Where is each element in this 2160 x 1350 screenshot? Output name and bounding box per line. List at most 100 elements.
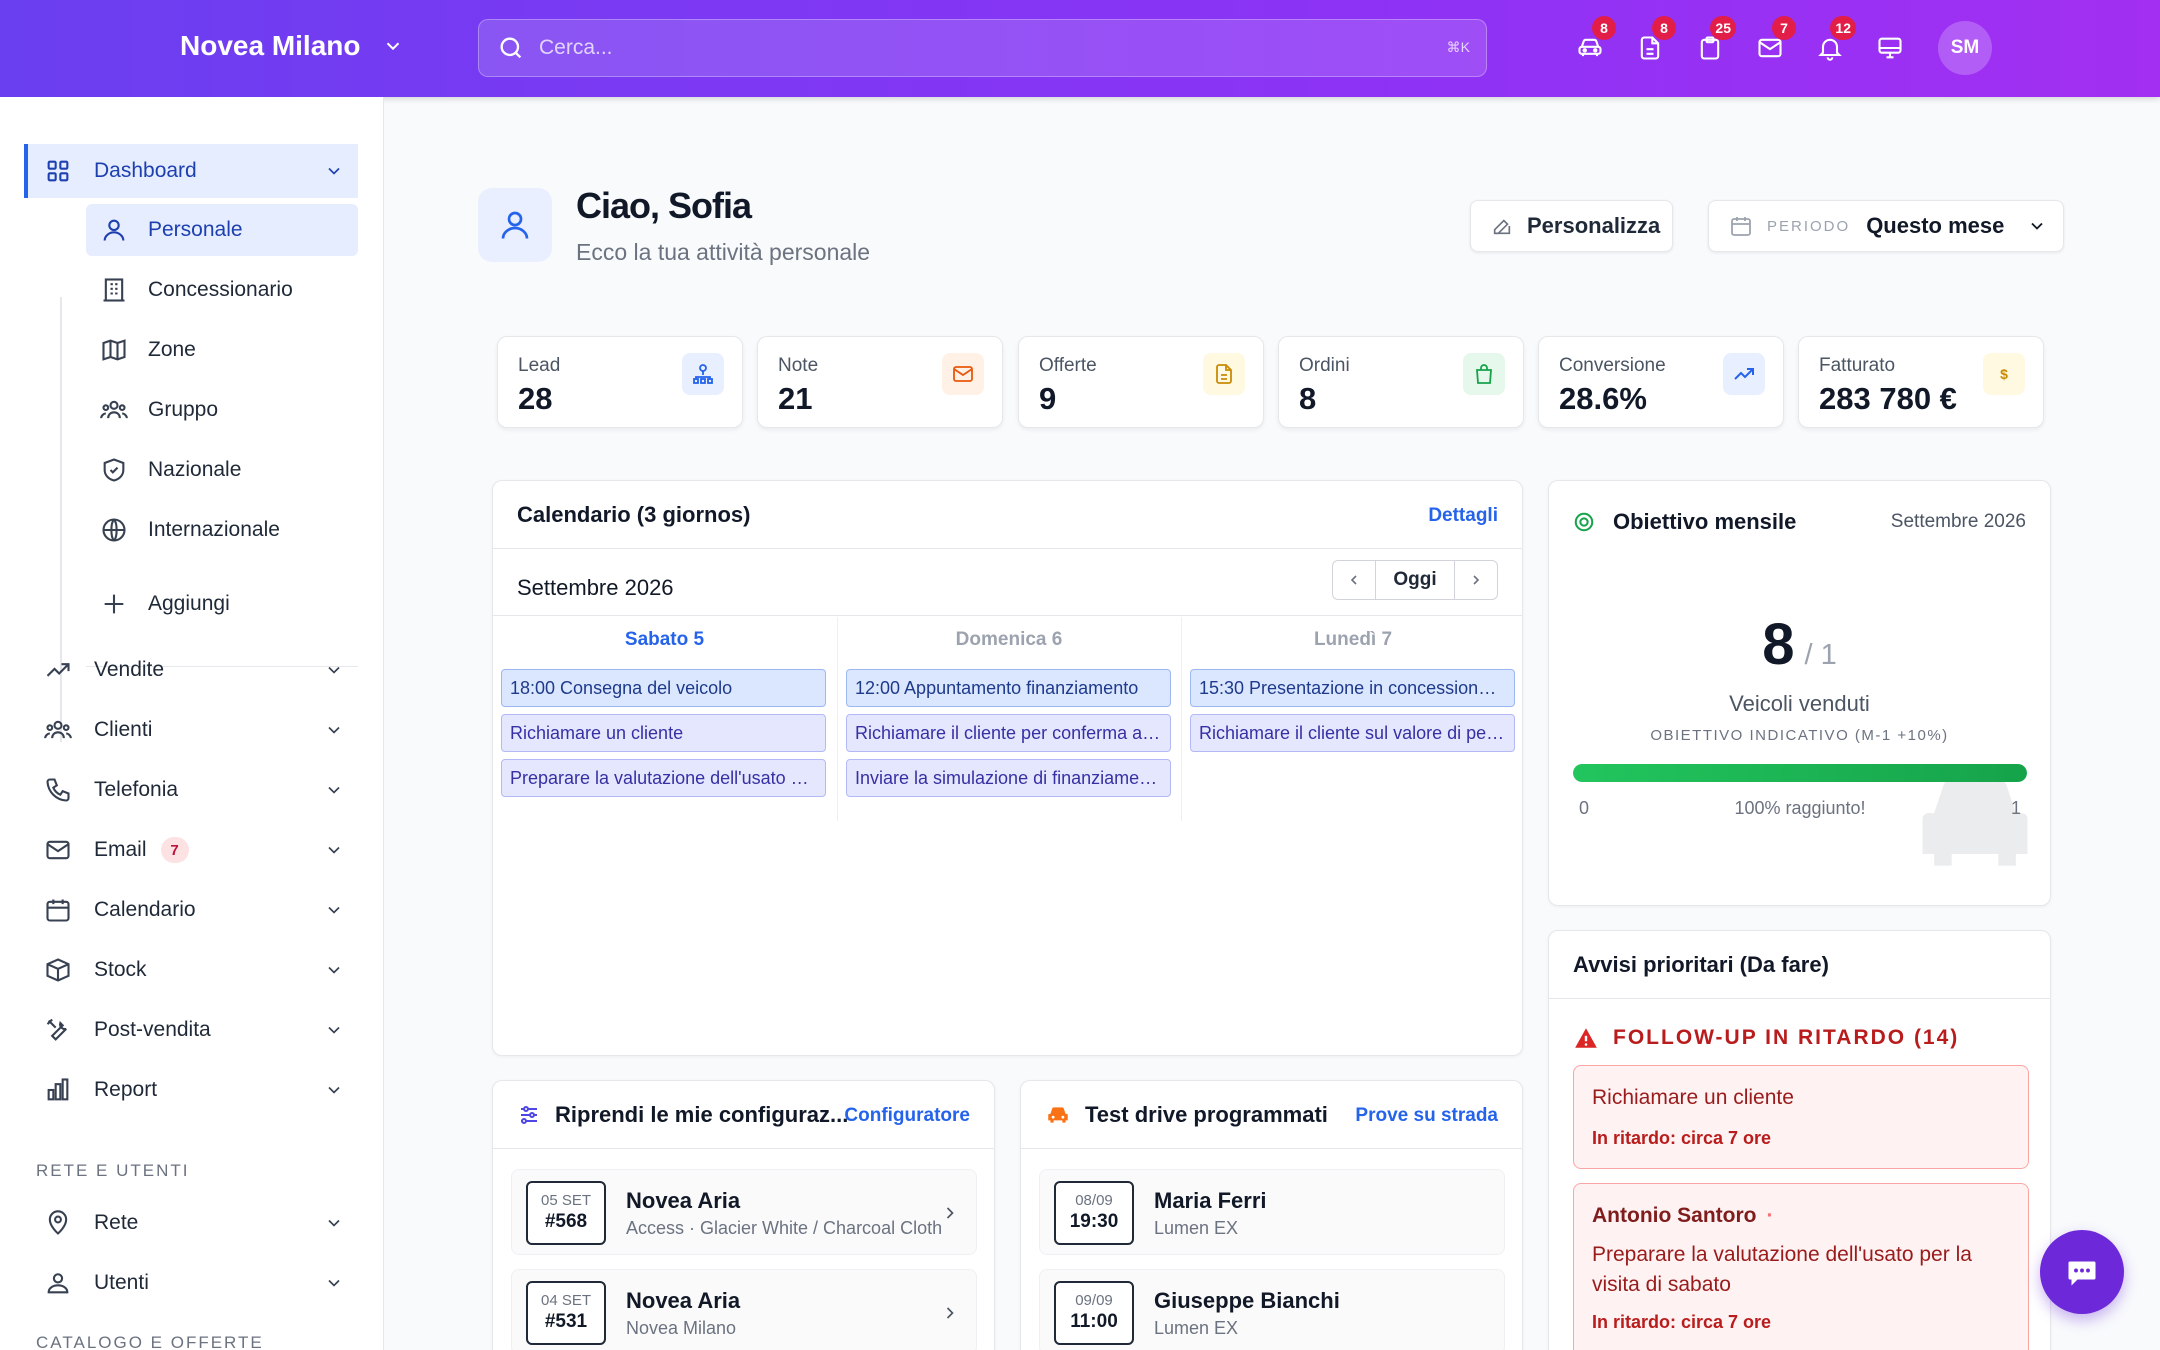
- row-title: Maria Ferri: [1154, 1188, 1267, 1213]
- dealer-selector[interactable]: Novea Milano: [180, 30, 404, 62]
- objective-label: Veicoli venduti: [1729, 691, 1870, 716]
- card-title: Calendario (3 giornos): [517, 501, 751, 527]
- date-day: 08/09: [1075, 1192, 1113, 1209]
- config-row[interactable]: 05 SET #568 Novea Aria Access · Glacier …: [511, 1169, 977, 1255]
- period-select[interactable]: PERIODO Questo mese: [1708, 200, 2064, 252]
- sidebar-sub-nazionale[interactable]: Nazionale: [86, 444, 358, 496]
- scale-max: 1: [2010, 798, 2021, 818]
- calendar-card: Calendario (3 giornos) Dettagli Settembr…: [492, 480, 1523, 1056]
- test-drive-link[interactable]: Prove su strada: [1355, 1105, 1498, 1126]
- chevron-down-icon: [387, 42, 400, 51]
- user-group-icon: [47, 1273, 69, 1294]
- objective-card: Obiettivo mensile Settembre 2026 8 / 1 Ve…: [1548, 480, 2051, 906]
- calendar-event[interactable]: 15:30 Presentazione in concessionaria: [1190, 669, 1515, 707]
- sub-divider: [86, 666, 358, 667]
- sidebar-item-label: Clienti: [94, 718, 153, 741]
- config-number: #531: [544, 1311, 588, 1332]
- kpi-conversione[interactable]: Conversione 28.6%: [1538, 336, 1784, 428]
- calendar-event[interactable]: Richiamare il cliente sul valore di perm…: [1190, 714, 1515, 752]
- kpi-value: 283 780 €: [1819, 381, 1957, 416]
- config-number: #568: [544, 1211, 588, 1232]
- chevron-right-icon: [946, 1307, 954, 1319]
- kpi-offerte[interactable]: Offerte 9: [1018, 336, 1264, 428]
- kpi-value: 9: [1039, 381, 1057, 416]
- sidebar-sub-concessionario[interactable]: Concessionario: [86, 264, 358, 316]
- alert-item[interactable]: Richiamare un cliente In ritardo: circa …: [1573, 1065, 2029, 1169]
- document-icon[interactable]: 8: [1632, 16, 1676, 66]
- row-subtitle: Novea Milano: [626, 1318, 737, 1338]
- search-bar[interactable]: ⌘K: [478, 19, 1487, 77]
- calendar-event[interactable]: Richiamare un cliente: [501, 714, 826, 752]
- sidebar-item-clienti[interactable]: Clienti: [24, 703, 358, 757]
- sidebar-sub-aggiungi[interactable]: Aggiungi: [86, 578, 358, 630]
- sidebar-item-stock[interactable]: Stock: [24, 943, 358, 997]
- customize-button[interactable]: Personalizza: [1470, 200, 1673, 252]
- test-drive-row[interactable]: 08/09 19:30 Maria Ferri Lumen EX: [1039, 1169, 1505, 1255]
- sidebar-item-post-vendita[interactable]: Post-vendita: [24, 1003, 358, 1057]
- chat-button[interactable]: [2040, 1230, 2124, 1314]
- kpi-lead[interactable]: Lead 28: [497, 336, 743, 428]
- monitor-icon[interactable]: [1872, 30, 1908, 66]
- search-input[interactable]: [539, 36, 1419, 60]
- sidebar-item-calendario[interactable]: Calendario: [24, 883, 358, 937]
- calendar-event[interactable]: 18:00 Consegna del veicolo: [501, 669, 826, 707]
- chevron-down-icon: [2031, 222, 2043, 230]
- sidebar-sub-gruppo[interactable]: Gruppo: [86, 384, 358, 436]
- sidebar-sub-personale[interactable]: Personale: [86, 204, 358, 256]
- location-pin-icon: [48, 1210, 68, 1235]
- alert-text: Richiamare un cliente: [1592, 1086, 1794, 1109]
- kpi-fatturato[interactable]: Fatturato 283 780 € $: [1798, 336, 2044, 428]
- row-title: Novea Aria: [626, 1288, 741, 1313]
- date-box: 09/09 11:00: [1054, 1281, 1134, 1345]
- email-count-badge: 7: [160, 837, 189, 863]
- page-subtitle: Ecco la tua attività personale: [576, 239, 871, 265]
- top-bar: Novea Milano ⌘K 8 8 25 7 12 SM: [0, 0, 2160, 97]
- sidebar-sub-internazionale[interactable]: Internazionale: [86, 504, 358, 556]
- sidebar-item-label: Rete: [94, 1211, 139, 1234]
- today-button[interactable]: Oggi: [1376, 560, 1454, 600]
- sidebar-item-label: Utenti: [94, 1271, 149, 1294]
- page-title: Ciao, Sofia: [576, 185, 752, 226]
- objective-title: Obiettivo mensile: [1613, 509, 1797, 534]
- sidebar-sub-label: Personale: [148, 218, 243, 241]
- next-button[interactable]: [1454, 560, 1498, 600]
- user-icon: [103, 219, 125, 241]
- sidebar-item-vendite[interactable]: Vendite: [24, 643, 358, 697]
- calendar-event[interactable]: 12:00 Appuntamento finanziamento: [846, 669, 1171, 707]
- calendar-nav: Oggi: [1332, 560, 1498, 600]
- config-row[interactable]: 04 SET #531 Novea Aria Novea Milano: [511, 1269, 977, 1350]
- mail-icon[interactable]: 7: [1752, 16, 1796, 66]
- kpi-ordini[interactable]: Ordini 8: [1278, 336, 1524, 428]
- sidebar-item-dashboard[interactable]: Dashboard: [24, 144, 358, 198]
- configurator-link[interactable]: Configuratore: [844, 1105, 970, 1126]
- mail-icon: [953, 366, 973, 382]
- alert-item[interactable]: Antonio Santoro · Preparare la valutazion…: [1573, 1183, 2029, 1350]
- clipboard-icon[interactable]: 25: [1692, 16, 1736, 66]
- calendar-event[interactable]: Inviare la simulazione di finanziamento: [846, 759, 1171, 797]
- sidebar-item-utenti[interactable]: Utenti: [24, 1256, 358, 1310]
- sidebar-item-rete[interactable]: Rete: [24, 1196, 358, 1250]
- calendar-month: Settembre 2026: [517, 575, 674, 600]
- calendar-event[interactable]: Richiamare il cliente per conferma appun…: [846, 714, 1171, 752]
- day-column: Lunedì 7 15:30 Presentazione in concessi…: [1181, 617, 1522, 821]
- kpi-label: Lead: [518, 355, 561, 376]
- sidebar-item-email[interactable]: Email 7: [24, 823, 358, 877]
- configurations-card: Riprendi le mie configuraz... Configurat…: [492, 1080, 995, 1350]
- kpi-value: 21: [778, 381, 813, 416]
- sidebar-item-label: Vendite: [94, 658, 165, 681]
- sidebar-item-telefonia[interactable]: Telefonia: [24, 763, 358, 817]
- day-column: Sabato 5 18:00 Consegna del veicolo Rich…: [493, 617, 836, 821]
- avatar[interactable]: SM: [1938, 21, 1992, 75]
- test-drive-row[interactable]: 09/09 11:00 Giuseppe Bianchi Lumen EX: [1039, 1269, 1505, 1350]
- kpi-value: 28.6%: [1559, 381, 1647, 416]
- sidebar-sub-zone[interactable]: Zone: [86, 324, 358, 376]
- car-icon[interactable]: 8: [1572, 16, 1616, 66]
- calendar-event[interactable]: Preparare la valutazione dell'usato per …: [501, 759, 826, 797]
- kpi-note[interactable]: Note 21: [757, 336, 1003, 428]
- prev-button[interactable]: [1332, 560, 1376, 600]
- sidebar-item-report[interactable]: Report: [24, 1063, 358, 1117]
- group-icon: [100, 400, 128, 419]
- bell-icon[interactable]: 12: [1812, 16, 1856, 66]
- search-shortcut: ⌘K: [1446, 39, 1470, 55]
- details-link[interactable]: Dettagli: [1428, 505, 1498, 526]
